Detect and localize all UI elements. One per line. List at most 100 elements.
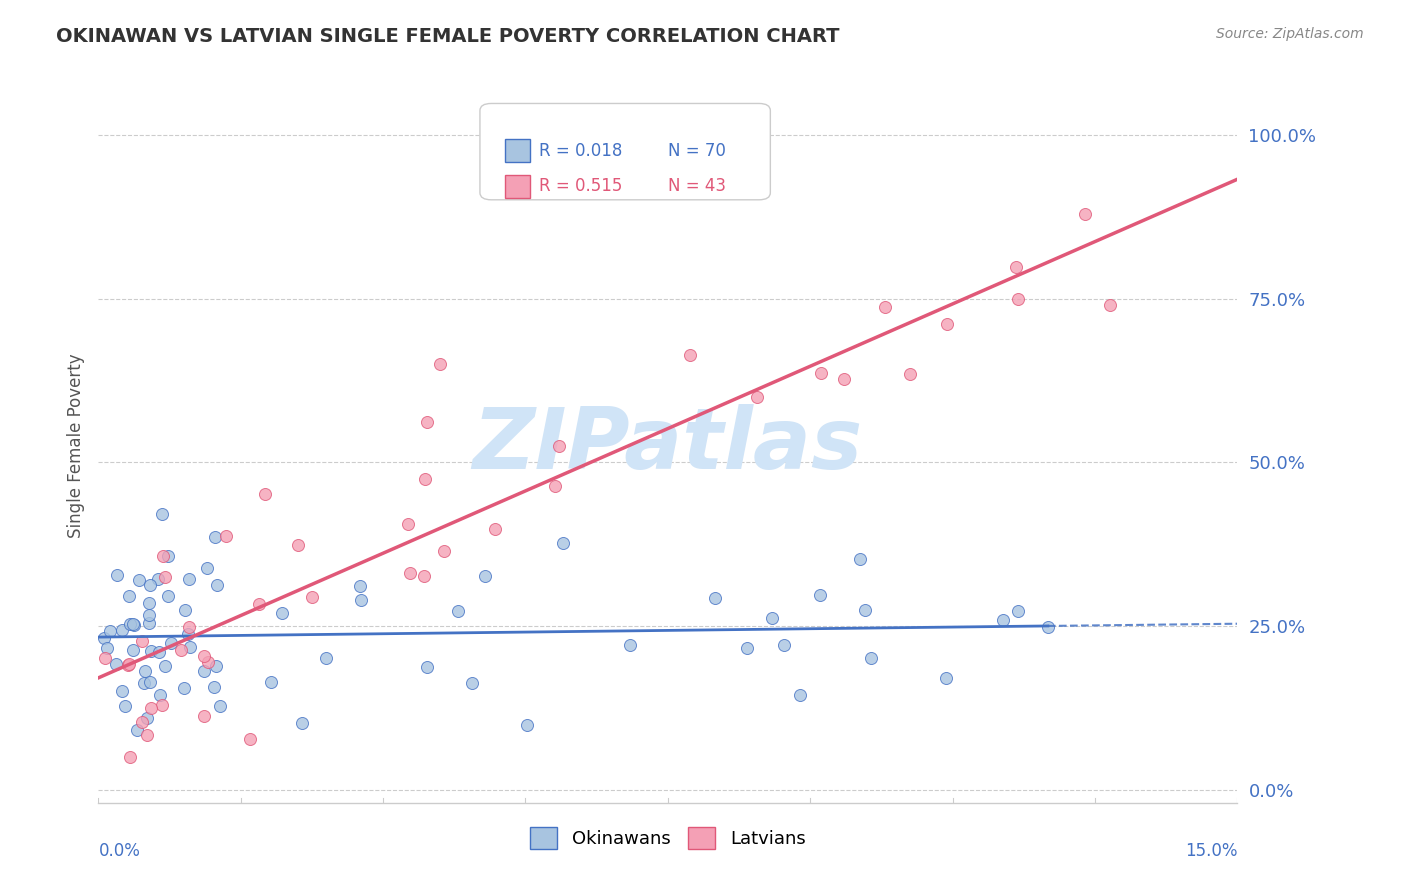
Point (111, 624, 134, 638)
Point (898, 368, 921, 382)
Point (747, 390, 769, 404)
Point (138, 616, 160, 631)
Point (849, 552, 872, 566)
Point (146, 572, 169, 586)
Point (150, 507, 173, 521)
Point (461, 676, 484, 690)
Point (149, 688, 172, 702)
Point (416, 660, 439, 674)
Point (153, 570, 176, 584)
Point (179, 572, 201, 586)
Point (447, 604, 470, 618)
Point (551, 536, 574, 550)
Point (832, 372, 855, 386)
Point (249, 597, 271, 611)
Text: N = 43: N = 43 (668, 178, 725, 195)
Point (773, 638, 796, 652)
Point (859, 651, 882, 665)
Point (153, 659, 176, 673)
Point (207, 578, 229, 592)
Point (415, 415, 437, 429)
Point (936, 317, 959, 331)
Point (134, 664, 156, 678)
Point (193, 664, 215, 678)
Point (173, 681, 195, 695)
Point (209, 699, 232, 714)
Point (413, 472, 436, 486)
Point (136, 711, 159, 725)
Point (810, 367, 832, 381)
Point (138, 608, 160, 623)
Text: OKINAWAN VS LATVIAN SINGLE FEMALE POVERTY CORRELATION CHART: OKINAWAN VS LATVIAN SINGLE FEMALE POVERT… (56, 27, 839, 45)
Point (93, 632, 115, 646)
FancyBboxPatch shape (479, 103, 770, 200)
Point (94, 651, 117, 665)
Point (193, 648, 215, 663)
Point (105, 568, 128, 582)
Point (197, 655, 219, 669)
Point (139, 578, 162, 592)
Point (173, 602, 195, 616)
Point (138, 596, 160, 610)
Point (474, 568, 496, 582)
Point (704, 591, 727, 606)
Text: Source: ZipAtlas.com: Source: ZipAtlas.com (1216, 27, 1364, 41)
Point (125, 723, 148, 737)
Point (177, 620, 200, 634)
Point (433, 544, 456, 558)
Point (202, 681, 225, 695)
Text: 15.0%: 15.0% (1185, 842, 1237, 860)
Point (215, 529, 238, 543)
Point (136, 728, 159, 742)
Point (396, 516, 419, 531)
Point (991, 613, 1014, 627)
Point (1007, 292, 1029, 306)
Point (619, 638, 641, 652)
Point (176, 626, 198, 640)
Point (156, 589, 179, 603)
Y-axis label: Single Female Poverty: Single Female Poverty (66, 354, 84, 538)
Point (150, 698, 173, 712)
Point (287, 538, 309, 552)
Point (205, 659, 228, 673)
Point (679, 348, 702, 362)
Point (128, 573, 150, 587)
Point (789, 689, 811, 703)
Point (121, 643, 143, 657)
Point (148, 645, 170, 659)
Text: 0.0%: 0.0% (98, 842, 141, 860)
Point (260, 675, 283, 690)
Point (1007, 604, 1029, 618)
Point (170, 642, 193, 657)
Point (118, 589, 141, 603)
Point (547, 439, 569, 453)
Point (132, 676, 155, 690)
Point (270, 606, 292, 620)
Point (735, 640, 758, 655)
Point (131, 634, 153, 648)
Point (484, 522, 506, 536)
Point (131, 714, 153, 729)
Point (291, 716, 314, 731)
Point (516, 718, 538, 732)
Text: N = 70: N = 70 (668, 142, 725, 160)
Point (156, 549, 179, 564)
Point (350, 593, 373, 607)
Point (160, 636, 183, 650)
Point (122, 618, 145, 632)
Point (98, 624, 121, 638)
Point (96, 640, 118, 655)
Point (204, 530, 226, 544)
Point (139, 701, 162, 715)
Point (1074, 206, 1097, 220)
Point (118, 657, 141, 672)
Point (195, 560, 218, 574)
Point (122, 617, 145, 632)
Point (873, 300, 896, 314)
Point (118, 750, 141, 764)
Point (152, 549, 174, 563)
Legend: Okinawans, Latvians: Okinawans, Latvians (522, 818, 814, 858)
Point (1004, 260, 1026, 275)
Point (139, 644, 162, 658)
Point (544, 479, 567, 493)
